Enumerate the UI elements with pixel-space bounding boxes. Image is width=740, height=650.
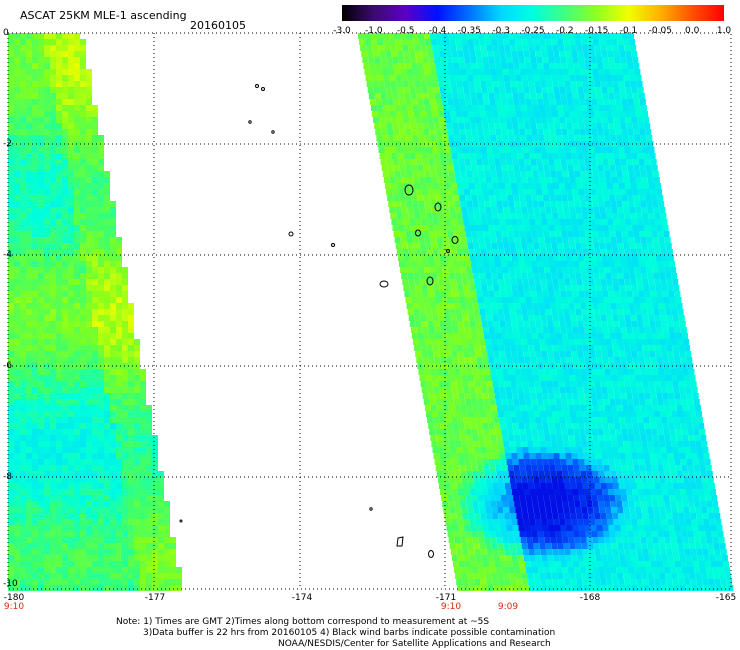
lon-label: -165	[715, 593, 737, 603]
island-outline	[404, 184, 414, 196]
island-outline	[261, 87, 265, 91]
color-scale-label: -0.25	[521, 26, 545, 36]
lat-label: -2	[3, 139, 12, 149]
island-outline	[331, 243, 335, 247]
lat-label: -10	[3, 579, 18, 589]
note-line-3: NOAA/NESDIS/Center for Satellite Applica…	[278, 639, 551, 649]
map-frame	[7, 32, 732, 590]
color-scale-bar	[342, 5, 724, 21]
color-scale-gradient	[342, 5, 724, 21]
island-outline	[379, 280, 389, 288]
lon-label: -171	[435, 593, 457, 603]
lon-label: -177	[144, 593, 166, 603]
lat-label: -6	[3, 361, 12, 371]
lat-label: 0	[3, 28, 9, 38]
island-outline	[369, 507, 373, 511]
color-scale-label: -0.1	[619, 26, 638, 36]
island-outline	[446, 249, 450, 253]
note-line-2: 3)Data buffer is 22 hrs from 20160105 4)…	[143, 628, 556, 638]
note-line-1: Note: 1) Times are GMT 2)Times along bot…	[116, 617, 490, 627]
satellite-swaths	[8, 33, 734, 591]
island-outline	[248, 120, 252, 124]
time-label: 9:10	[3, 602, 25, 612]
island-outline	[255, 84, 259, 88]
island-outlines	[179, 84, 459, 558]
color-scale-label: 1.0	[716, 26, 732, 36]
color-scale-label: -0.3	[492, 26, 510, 36]
island-outline	[179, 519, 183, 523]
color-scale-label: 0.0	[684, 26, 700, 36]
island-outline	[396, 536, 404, 547]
island-outline	[288, 231, 294, 237]
island-outline	[434, 202, 442, 212]
product-date: 20160105	[190, 19, 246, 32]
color-scale-label: -0.5	[396, 26, 415, 36]
island-outline	[271, 130, 275, 134]
color-scale-label: -1.0	[365, 26, 383, 36]
island-outline	[426, 276, 434, 286]
lat-label: -8	[3, 472, 12, 482]
time-label: 9:09	[497, 602, 519, 612]
lon-label: -168	[579, 593, 601, 603]
color-scale-label: -0.35	[457, 26, 481, 36]
color-scale-label: -0.4	[428, 26, 447, 36]
lon-label: -174	[291, 593, 313, 603]
color-scale-label: -3.0	[333, 26, 351, 36]
time-label: 9:10	[440, 602, 462, 612]
lat-lon-grid	[8, 33, 731, 589]
lat-label: -4	[3, 250, 12, 260]
color-scale-label: -0.2	[556, 26, 574, 36]
product-title: ASCAT 25KM MLE-1 ascending	[20, 9, 187, 22]
lon-label: -180	[3, 593, 25, 603]
island-outline	[451, 236, 459, 244]
island-outline	[415, 229, 421, 237]
color-scale-label: -0.15	[585, 26, 609, 36]
island-outline	[428, 550, 434, 558]
color-scale-label: -0.05	[648, 26, 672, 36]
